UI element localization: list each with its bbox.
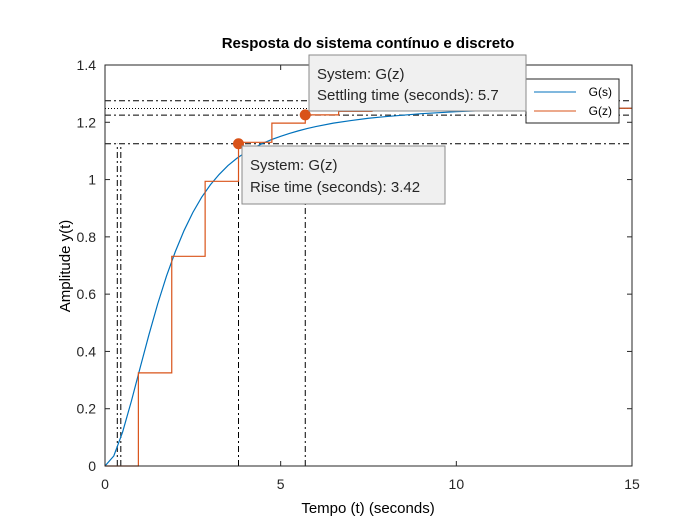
y-tick-label: 1.2	[77, 114, 97, 130]
y-ticks: 0 0.2 0.4 0.6 0.8 1 1.2 1.4	[77, 57, 632, 474]
legend[interactable]: G(s) G(z)	[525, 78, 620, 124]
y-tick-label: 0.2	[77, 401, 97, 417]
y-axis-label: Amplitude y(t)	[57, 220, 74, 313]
y-tick-label: 1.4	[77, 57, 97, 73]
datatip-markers	[233, 109, 311, 150]
datatip-marker-1	[299, 109, 311, 121]
datatip-rise-line1: System: G(z)	[250, 157, 338, 174]
datatip-settling-line1: System: G(z)	[317, 66, 405, 83]
chart-title: Resposta do sistema contínuo e discreto	[222, 35, 515, 52]
series-line-gs	[104, 107, 633, 467]
datatip-rise-line2: Rise time (seconds): 3.42	[250, 179, 420, 196]
x-tick-label: 0	[101, 476, 109, 492]
datatip-marker-0	[233, 138, 245, 150]
datatip-rise-time[interactable]: System: G(z) Rise time (seconds): 3.42	[241, 145, 446, 205]
datatip-settling-box	[308, 54, 527, 112]
plot-area	[105, 65, 632, 466]
datatip-settling-line2: Settling time (seconds): 5.7	[317, 87, 499, 104]
legend-box	[525, 78, 620, 124]
y-tick-label: 1	[88, 172, 96, 188]
legend-label-gs: G(s)	[589, 85, 612, 99]
datatip-settling-time[interactable]: System: G(z) Settling time (seconds): 5.…	[308, 54, 527, 112]
x-tick-label: 10	[449, 476, 465, 492]
y-tick-label: 0	[88, 458, 96, 474]
x-tick-label: 15	[624, 476, 640, 492]
x-tick-label: 5	[277, 476, 285, 492]
y-tick-label: 0.4	[77, 343, 97, 359]
datatip-rise-box	[241, 145, 446, 205]
y-tick-label: 0.8	[77, 229, 97, 245]
y-tick-label: 0.6	[77, 286, 97, 302]
legend-label-gz: G(z)	[589, 104, 612, 118]
x-axis-label: Tempo (t) (seconds)	[301, 500, 434, 517]
x-ticks: 0 5 10 15	[101, 65, 640, 492]
